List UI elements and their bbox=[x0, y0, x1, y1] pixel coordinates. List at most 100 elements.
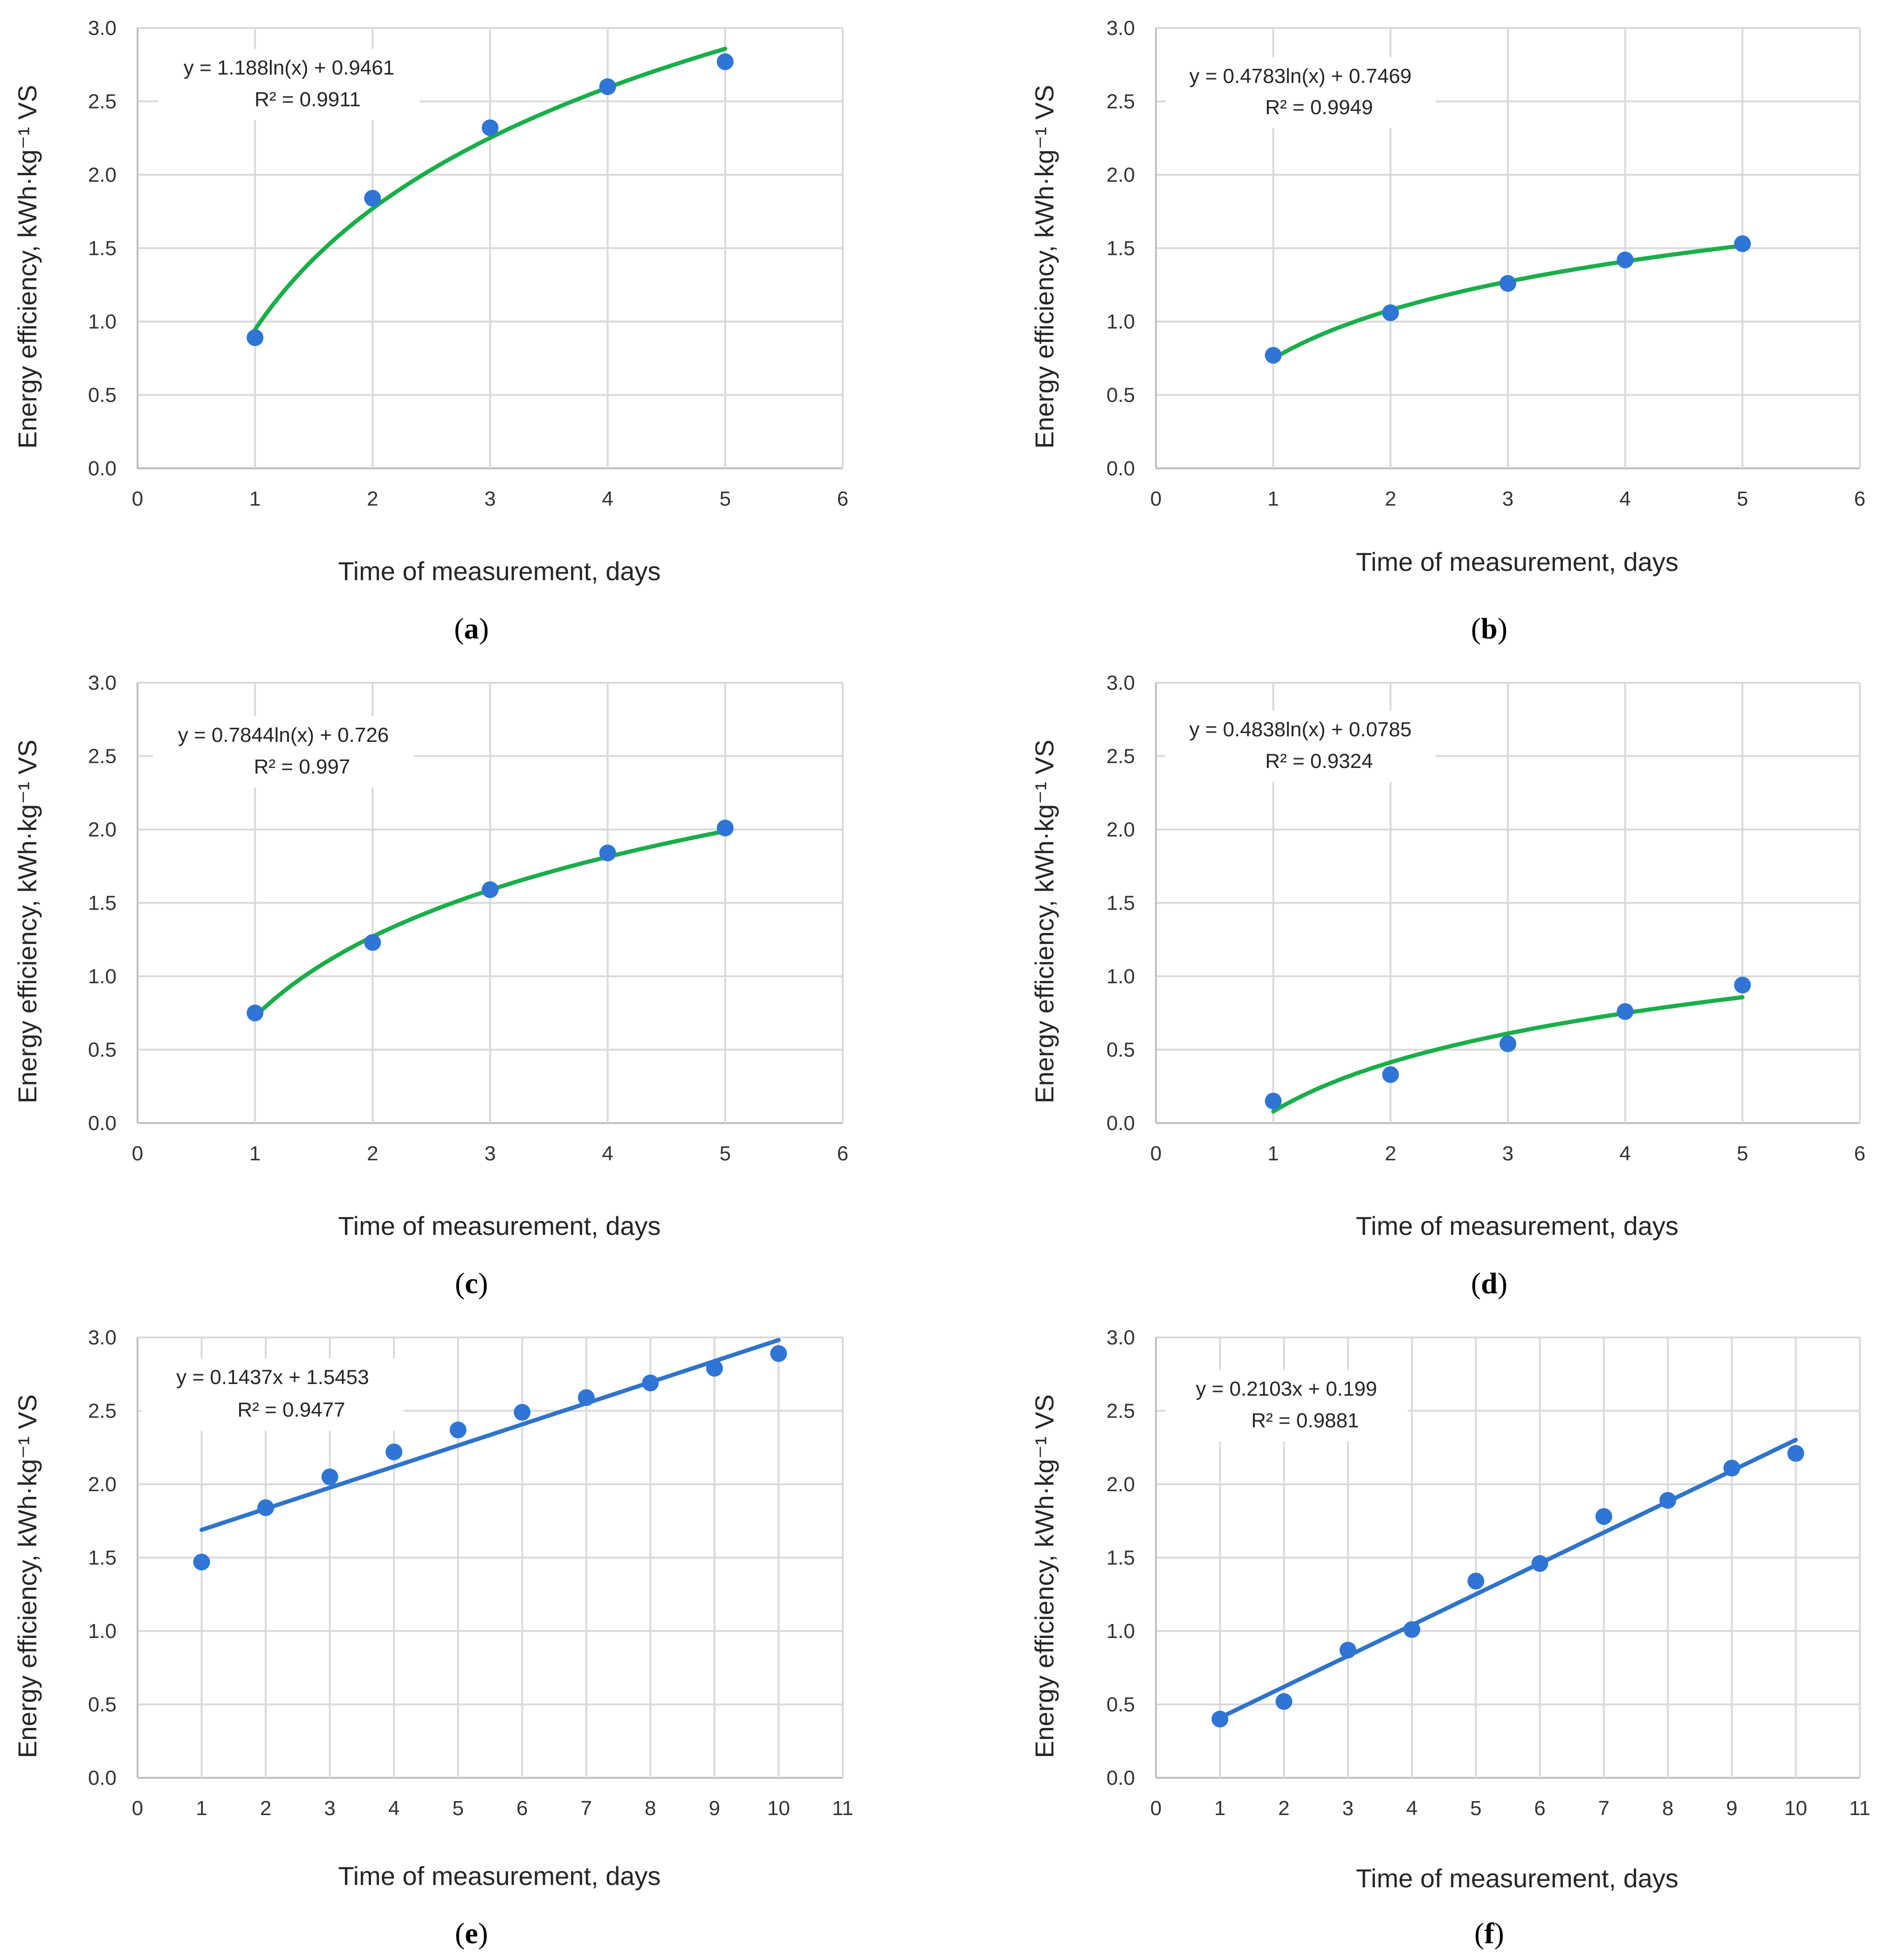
data-point bbox=[716, 819, 734, 836]
y-tick-label: 0.5 bbox=[1107, 384, 1135, 407]
x-tick-label: 10 bbox=[767, 1797, 790, 1820]
x-tick-label: 0 bbox=[1150, 1142, 1162, 1165]
x-tick-label: 3 bbox=[324, 1797, 335, 1820]
x-tick-label: 8 bbox=[1662, 1797, 1673, 1820]
y-axis-title: Energy efficiency, kWh·kg⁻¹ VS bbox=[1030, 740, 1059, 1103]
x-axis-title: Time of measurement, days bbox=[338, 1861, 661, 1891]
y-tick-label: 3.0 bbox=[1107, 1326, 1135, 1349]
r-squared-label: R² = 0.997 bbox=[254, 755, 351, 778]
data-point bbox=[321, 1468, 338, 1486]
x-tick-label: 6 bbox=[1534, 1797, 1545, 1820]
y-tick-label: 2.0 bbox=[1107, 164, 1135, 186]
x-tick-label: 0 bbox=[132, 1797, 143, 1820]
y-tick-label: 0.0 bbox=[1107, 1112, 1135, 1135]
x-tick-label: 0 bbox=[132, 1142, 143, 1165]
trendline-equation: y = 0.2103x + 0.199 bbox=[1196, 1377, 1377, 1400]
y-tick-label: 2.5 bbox=[1107, 1400, 1135, 1423]
x-tick-label: 6 bbox=[837, 487, 848, 510]
x-tick-label: 10 bbox=[1784, 1797, 1807, 1820]
y-tick-label: 0.0 bbox=[1107, 457, 1135, 480]
data-point bbox=[1595, 1508, 1612, 1525]
x-tick-label: 2 bbox=[367, 1142, 378, 1165]
panel-label-close: ) bbox=[1498, 1267, 1507, 1300]
data-point bbox=[193, 1553, 210, 1570]
data-point bbox=[1499, 275, 1516, 292]
y-tick-label: 3.0 bbox=[1107, 672, 1135, 694]
r-squared-label: R² = 0.9911 bbox=[254, 88, 361, 111]
data-point bbox=[1339, 1641, 1356, 1658]
y-tick-label: 0.0 bbox=[88, 1112, 117, 1135]
y-tick-label: 0.5 bbox=[1107, 1693, 1135, 1716]
data-point bbox=[449, 1421, 467, 1439]
x-tick-label: 4 bbox=[602, 1142, 613, 1165]
trendline-equation: y = 0.4783ln(x) + 0.7469 bbox=[1190, 65, 1412, 88]
panel-label: (a) bbox=[454, 612, 489, 645]
panel-label: (e) bbox=[455, 1917, 488, 1950]
data-point bbox=[1787, 1445, 1804, 1462]
x-tick-label: 1 bbox=[249, 487, 261, 510]
x-axis-title: Time of measurement, days bbox=[1356, 547, 1678, 576]
y-tick-label: 1.5 bbox=[88, 1547, 117, 1569]
x-tick-label: 2 bbox=[260, 1797, 271, 1820]
y-tick-label: 1.5 bbox=[1107, 1547, 1135, 1569]
data-point bbox=[1616, 1003, 1634, 1020]
y-tick-label: 2.0 bbox=[1107, 1473, 1135, 1496]
x-axis-title: Time of measurement, days bbox=[1356, 1864, 1678, 1893]
data-point bbox=[364, 190, 381, 207]
x-tick-label: 0 bbox=[132, 487, 143, 510]
panel-label-close: ) bbox=[478, 1917, 488, 1950]
y-tick-label: 2.0 bbox=[1107, 818, 1135, 841]
r-squared-label: R² = 0.9881 bbox=[1251, 1409, 1359, 1432]
x-tick-label: 3 bbox=[1502, 487, 1513, 510]
x-tick-label: 5 bbox=[720, 487, 731, 510]
data-point bbox=[481, 119, 499, 137]
y-tick-label: 1.0 bbox=[88, 310, 117, 333]
data-point bbox=[1723, 1460, 1740, 1477]
log-trendline bbox=[1271, 995, 1745, 1114]
y-tick-label: 1.0 bbox=[1107, 1620, 1135, 1643]
panel-label: (f) bbox=[1474, 1917, 1504, 1950]
y-axis-title: Energy efficiency, kWh·kg⁻¹ VS bbox=[1030, 85, 1059, 449]
y-tick-label: 2.0 bbox=[88, 818, 117, 841]
y-tick-label: 1.5 bbox=[88, 237, 117, 260]
panel-label-open: ( bbox=[454, 612, 464, 645]
y-tick-label: 0.5 bbox=[1107, 1039, 1135, 1062]
data-point bbox=[257, 1499, 275, 1516]
y-tick-label: 1.5 bbox=[1107, 892, 1135, 915]
data-point bbox=[514, 1404, 531, 1421]
data-point bbox=[1275, 1693, 1293, 1710]
data-point bbox=[578, 1389, 595, 1406]
linear-trendline bbox=[199, 1338, 781, 1532]
x-tick-label: 9 bbox=[709, 1797, 720, 1820]
x-tick-label: 3 bbox=[484, 487, 495, 510]
y-tick-label: 2.0 bbox=[88, 164, 117, 186]
data-point bbox=[1265, 1092, 1282, 1110]
x-tick-label: 3 bbox=[1342, 1797, 1354, 1820]
y-axis-title: Energy efficiency, kWh·kg⁻¹ VS bbox=[13, 740, 42, 1103]
equation-box bbox=[1165, 711, 1436, 782]
x-tick-label: 6 bbox=[516, 1797, 528, 1820]
x-tick-label: 5 bbox=[1737, 1142, 1748, 1165]
chart-panel-e: 0.0 0.5 1.0 1.5 2.0 2.5 3.0 0 1 2 3 4 5 6 7 8 9 10 11 y = 0… bbox=[13, 1326, 853, 1950]
panel-label-open: ( bbox=[455, 1917, 465, 1950]
x-tick-label: 3 bbox=[484, 1142, 495, 1165]
panel-label-open: ( bbox=[1471, 612, 1481, 645]
x-tick-label: 5 bbox=[1470, 1797, 1481, 1820]
trendline-equation: y = 0.1437x + 1.5453 bbox=[176, 1366, 369, 1389]
y-axis-title: Energy efficiency, kWh·kg⁻¹ VS bbox=[1030, 1394, 1059, 1758]
y-tick-label: 1.0 bbox=[1107, 965, 1135, 988]
data-point bbox=[1211, 1711, 1229, 1727]
x-tick-label: 5 bbox=[1737, 487, 1748, 510]
panel-label-letter: c bbox=[465, 1267, 478, 1300]
panel-label-close: ) bbox=[1498, 612, 1507, 645]
x-tick-label: 5 bbox=[452, 1797, 463, 1820]
y-tick-label: 3.0 bbox=[1107, 17, 1135, 40]
y-tick-label: 2.5 bbox=[88, 90, 117, 113]
x-tick-label: 4 bbox=[602, 487, 613, 510]
panel-label-letter: f bbox=[1484, 1917, 1494, 1950]
y-tick-label: 0.5 bbox=[88, 1039, 117, 1062]
equation-box bbox=[158, 49, 419, 120]
panel-label-letter: a bbox=[464, 612, 479, 645]
data-point bbox=[599, 844, 616, 862]
linear-trendline bbox=[1217, 1438, 1798, 1720]
